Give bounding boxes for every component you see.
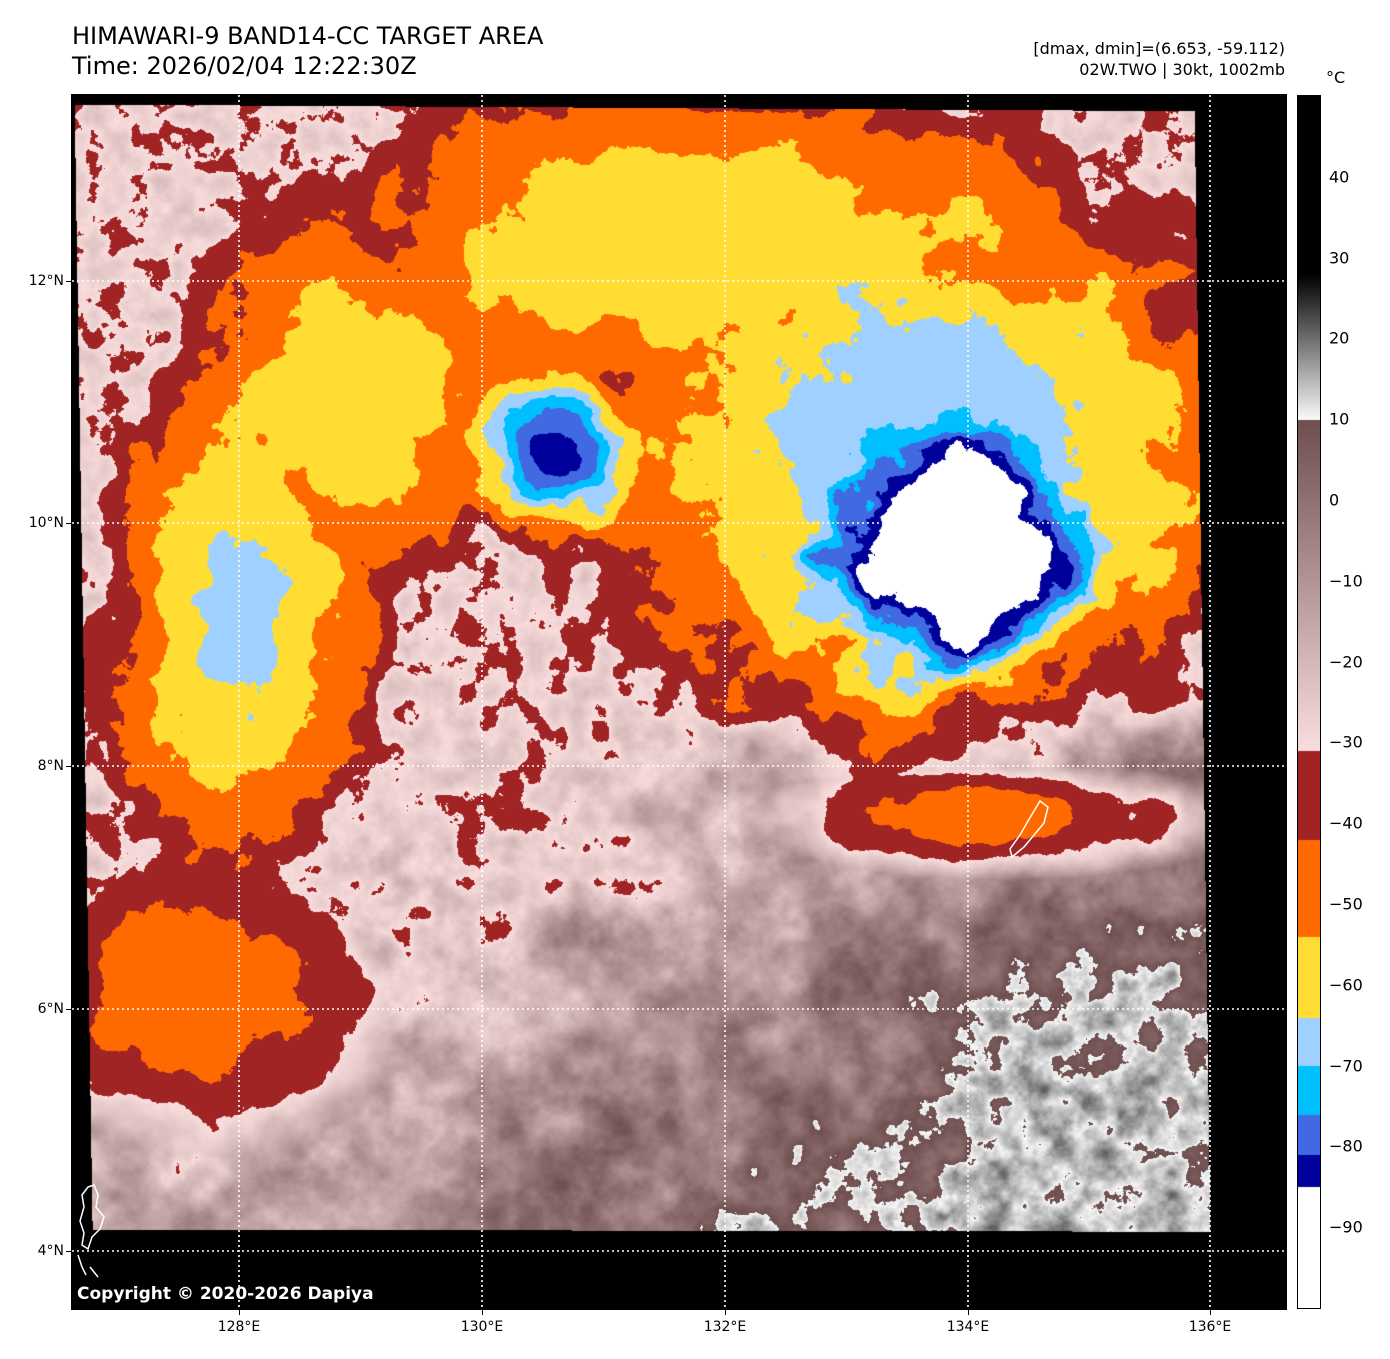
ir-imagery: [72, 95, 1286, 1309]
colorbar-tick-label: −70: [1329, 1056, 1363, 1076]
colorbar-tick-label: −90: [1329, 1217, 1363, 1237]
colorbar-tick-label: 30: [1329, 248, 1350, 268]
colorbar: [1297, 95, 1321, 1309]
colorbar-tick-label: −80: [1329, 1136, 1363, 1156]
lat-label: 8°N: [37, 758, 64, 774]
satellite-map: [71, 94, 1287, 1310]
coastline-palau: [1009, 799, 1049, 859]
gridlines: [72, 95, 1286, 1309]
tick-mark: [239, 1309, 240, 1315]
tick-mark: [66, 766, 72, 767]
lat-label: 12°N: [28, 273, 64, 289]
tick-mark: [66, 281, 72, 282]
lat-label: 6°N: [37, 1001, 64, 1017]
tick-mark: [1210, 1309, 1211, 1315]
lon-label: 136°E: [1188, 1319, 1232, 1335]
colorbar-tick-label: −60: [1329, 975, 1363, 995]
tick-mark: [66, 1251, 72, 1252]
lon-label: 134°E: [946, 1319, 990, 1335]
colorbar-tick-label: 40: [1329, 167, 1350, 187]
tick-mark: [66, 523, 72, 524]
tick-mark: [482, 1309, 483, 1315]
lon-label: 132°E: [703, 1319, 747, 1335]
dmax-dmin-stats: [dmax, dmin]=(6.653, -59.112): [1033, 39, 1285, 58]
colorbar-tick-label: −50: [1329, 894, 1363, 914]
storm-info: 02W.TWO | 30kt, 1002mb: [1079, 60, 1285, 79]
lat-label: 10°N: [28, 515, 64, 531]
colorbar-tick-label: −20: [1329, 652, 1363, 672]
tick-mark: [66, 1009, 72, 1010]
coastline-west-south: [77, 1254, 99, 1278]
colorbar-tick-label: −10: [1329, 571, 1363, 591]
map-overlay: [72, 95, 1286, 1309]
colorbar-tick-label: 0: [1329, 490, 1340, 510]
colorbar-tick-label: −40: [1329, 813, 1363, 833]
lon-label: 128°E: [217, 1319, 261, 1335]
timestamp: Time: 2026/02/04 12:22:30Z: [72, 52, 417, 80]
coastline-west: [79, 1184, 105, 1251]
colorbar-tick-label: 20: [1329, 328, 1350, 348]
chart-title: HIMAWARI-9 BAND14-CC TARGET AREA: [72, 22, 544, 50]
lon-label: 130°E: [460, 1319, 504, 1335]
tick-mark: [725, 1309, 726, 1315]
colorbar-tick-label: 10: [1329, 409, 1350, 429]
lat-label: 4°N: [37, 1243, 64, 1259]
copyright-text: Copyright © 2020-2026 Dapiya: [77, 1284, 374, 1304]
coastlines: [77, 799, 1049, 1278]
colorbar-tick-label: −30: [1329, 732, 1363, 752]
colorbar-unit: °C: [1326, 68, 1346, 87]
tick-mark: [968, 1309, 969, 1315]
